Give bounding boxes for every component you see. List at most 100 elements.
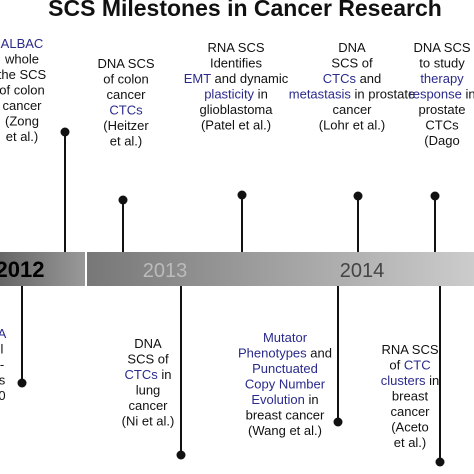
event-line: cancer (390, 404, 430, 419)
event-line: Phenotypes and (238, 346, 332, 361)
event-line: lung (136, 383, 161, 398)
event-text: in (305, 392, 319, 407)
event-text: Punctuated (252, 361, 318, 376)
event-line: Evolution in (251, 392, 318, 407)
event-line: s (0, 373, 6, 388)
dot (333, 417, 343, 427)
event-line: cancer (106, 87, 146, 102)
event-line: (Patel et al.) (201, 118, 271, 133)
event-text: EMT (184, 71, 212, 86)
event-text: of (389, 358, 403, 373)
event-line: (Wang et al.) (248, 423, 322, 438)
event-line: DNA (134, 336, 162, 351)
event-text: in (254, 87, 268, 102)
year-label: 2013 (143, 260, 188, 282)
event-text: response (408, 87, 461, 102)
event-line: whole (4, 52, 39, 67)
event-line: SCS of (331, 56, 373, 71)
event-line: prostate (419, 102, 466, 117)
event-line: metastasis in prostate (289, 87, 415, 102)
dot (430, 191, 440, 201)
event-line: CTCs and (323, 71, 382, 86)
event-text: CTCs (109, 103, 143, 118)
title: SCS Milestones in Cancer Research (48, 0, 442, 21)
timeline-bar (0, 252, 474, 286)
event-text: Evolution (251, 392, 304, 407)
event-text: metastasis (289, 87, 352, 102)
event-line: ALBAC (1, 36, 44, 51)
event-line: CTCs (425, 118, 459, 133)
event-line: - (0, 357, 4, 372)
event-text: Mutator (263, 330, 308, 345)
event-text: therapy (420, 71, 464, 86)
event-line: DNA SCS (413, 40, 470, 55)
event-text: clusters (381, 373, 426, 388)
event-line: the SCS (0, 67, 47, 82)
event-text: in prostate (351, 87, 415, 102)
event-line: DNA SCS (97, 56, 154, 71)
event-text: A (0, 326, 7, 341)
event-line: glioblastoma (200, 102, 274, 117)
dot (237, 190, 247, 200)
dot (353, 191, 363, 201)
dot (118, 195, 128, 205)
event-line: Identifies (210, 56, 263, 71)
event-line: cancer (2, 98, 42, 113)
event-text: and dynamic (211, 71, 289, 86)
event-text: CTCs (323, 71, 357, 86)
event-line: therapy (420, 71, 464, 86)
event-line: Mutator (263, 330, 308, 345)
event-line: CTCs in (125, 367, 172, 382)
event-text: plasticity (204, 87, 254, 102)
event-line: clusters in (381, 373, 440, 388)
event-line: et al.) (110, 134, 143, 149)
event-line: SCS of (127, 352, 169, 367)
event-line: of CTC (389, 358, 430, 373)
event-line: EMT and dynamic (184, 71, 289, 86)
year-block (0, 252, 86, 286)
event-text: and (356, 71, 381, 86)
event-text: in (462, 87, 474, 102)
event-line: Copy Number (245, 377, 326, 392)
event-text: in (158, 367, 172, 382)
event-text: Copy Number (245, 377, 326, 392)
dot (176, 450, 186, 460)
event-line: of colon (103, 72, 149, 87)
event-text: CTC (404, 358, 431, 373)
dot (60, 127, 70, 137)
event-line: et al.) (6, 129, 39, 144)
event-line: A (0, 326, 7, 341)
event-line: of colon (0, 83, 45, 98)
event-text: ALBAC (1, 36, 44, 51)
dot (17, 378, 27, 388)
event-line: cancer (128, 398, 168, 413)
event-line: RNA SCS (207, 40, 264, 55)
dot (435, 457, 445, 467)
event-text: in (426, 373, 440, 388)
event-line: RNA SCS (381, 342, 438, 357)
event-text: and (307, 346, 332, 361)
event-line: (Ni et al.) (122, 414, 175, 429)
event-line: to study (419, 56, 465, 71)
event-line: (Zong (5, 114, 39, 129)
year-label: 2012 (0, 257, 44, 282)
event-line: plasticity in (204, 87, 268, 102)
event-line: breast cancer (246, 408, 325, 423)
event-line: Punctuated (252, 361, 318, 376)
event-line: l (1, 342, 4, 357)
year-label: 2014 (340, 260, 385, 282)
event-line: CTCs (109, 103, 143, 118)
event-line: DNA (338, 40, 366, 55)
event-line: (Aceto (391, 420, 429, 435)
event-line: (Dago (424, 133, 459, 148)
event-line: response in (408, 87, 474, 102)
event-line: (Lohr et al.) (319, 118, 385, 133)
event-text: Phenotypes (238, 346, 307, 361)
event-line: (Heitzer (103, 118, 149, 133)
event-line: breast (392, 389, 429, 404)
event-text: CTCs (125, 367, 159, 382)
event-line: 0 (0, 388, 6, 403)
event-line: cancer (332, 102, 372, 117)
event-line: et al.) (394, 435, 427, 450)
